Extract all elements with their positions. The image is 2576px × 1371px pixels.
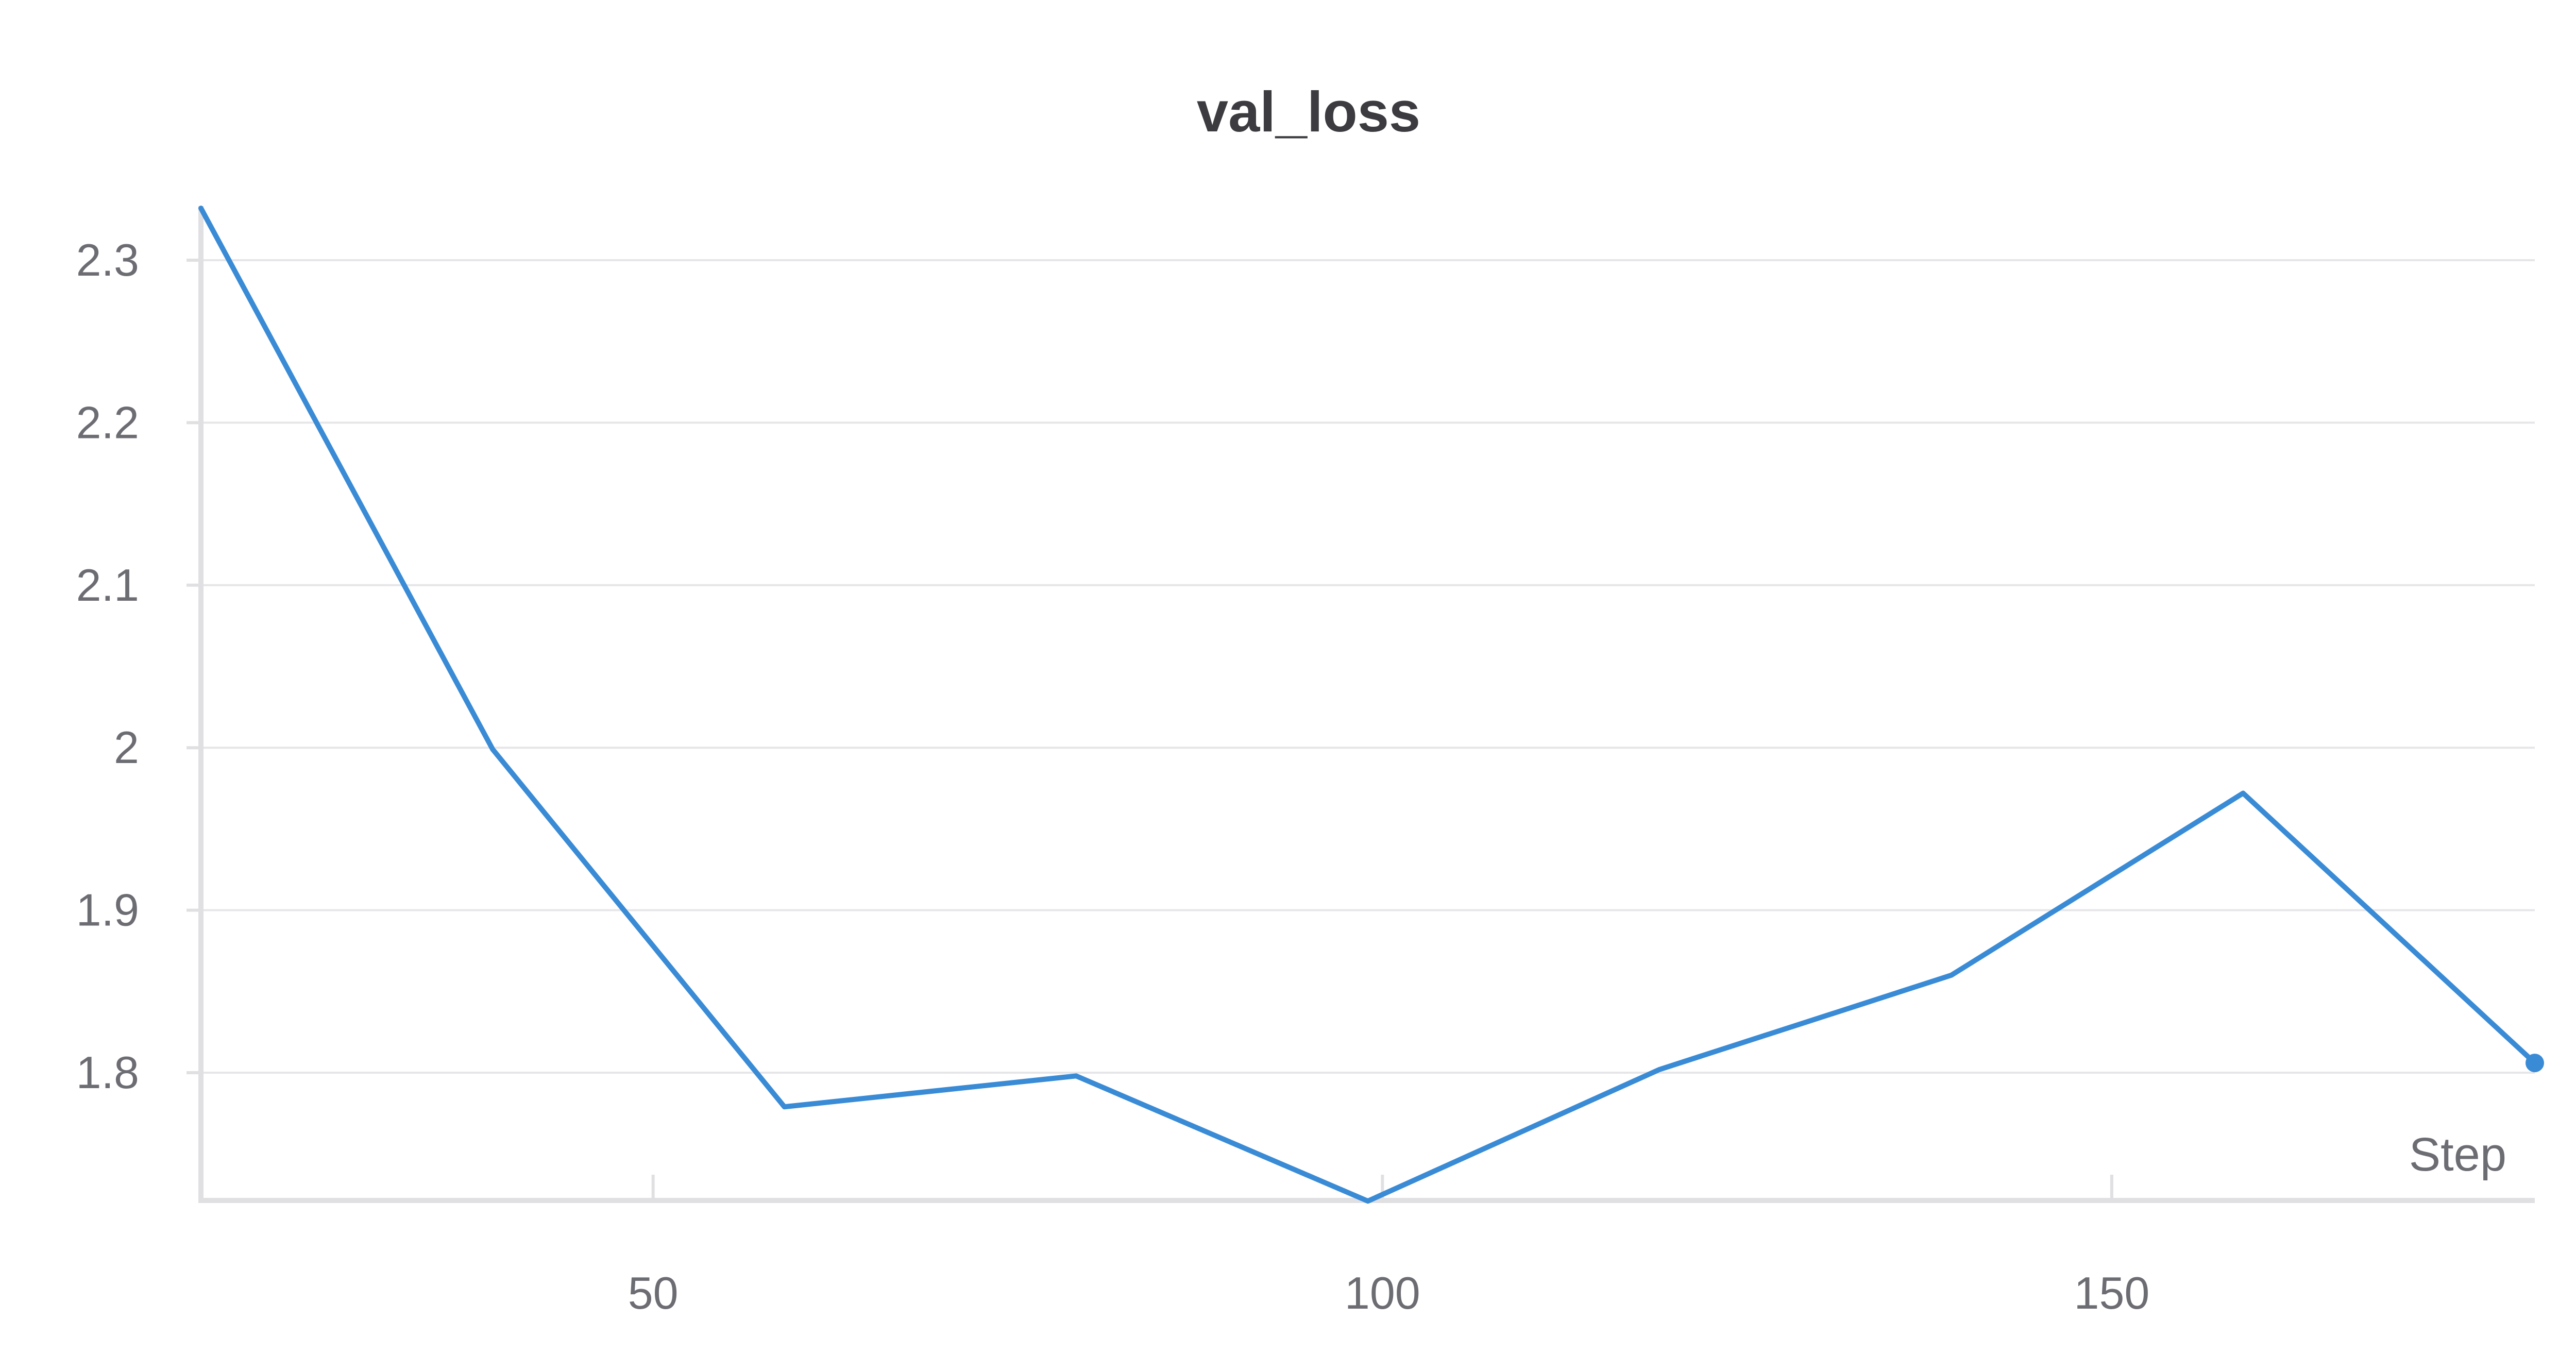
x-tick-label: 150	[2074, 1267, 2150, 1318]
x-tick-label: 100	[1345, 1267, 1420, 1318]
series-layer	[198, 206, 2544, 1204]
grid-lines	[201, 259, 2535, 1074]
x-axis-ticks: 50 100 150	[628, 1175, 2150, 1318]
chart-title: val_loss	[1197, 80, 1420, 144]
x-axis-label: Step	[2409, 1128, 2506, 1181]
series-line	[198, 206, 2537, 1204]
series-end-point	[2526, 1054, 2544, 1073]
y-axis-ticks: 1.8 1.9 2 2.1 2.2 2.3	[76, 234, 201, 1098]
y-tick-label: 2	[114, 722, 139, 773]
y-tick-label: 1.9	[76, 885, 139, 936]
y-tick-label: 2.2	[76, 397, 139, 448]
y-tick-label: 2.3	[76, 234, 139, 285]
x-tick-label: 50	[628, 1267, 679, 1318]
y-tick-label: 2.1	[76, 560, 139, 611]
y-tick-label: 1.8	[76, 1047, 139, 1098]
